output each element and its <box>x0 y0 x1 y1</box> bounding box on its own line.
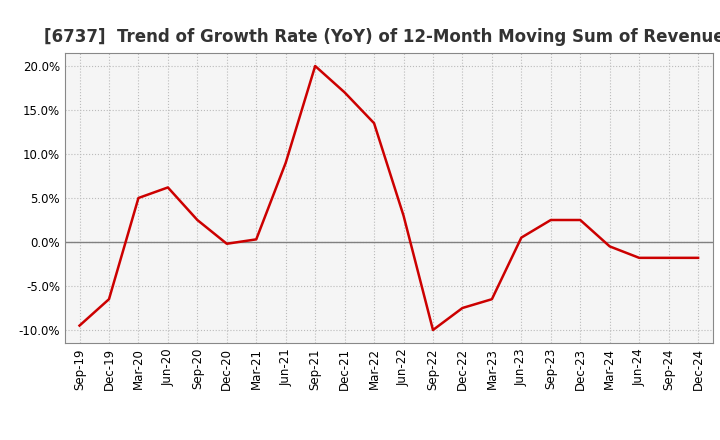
Title: [6737]  Trend of Growth Rate (YoY) of 12-Month Moving Sum of Revenues: [6737] Trend of Growth Rate (YoY) of 12-… <box>43 28 720 46</box>
